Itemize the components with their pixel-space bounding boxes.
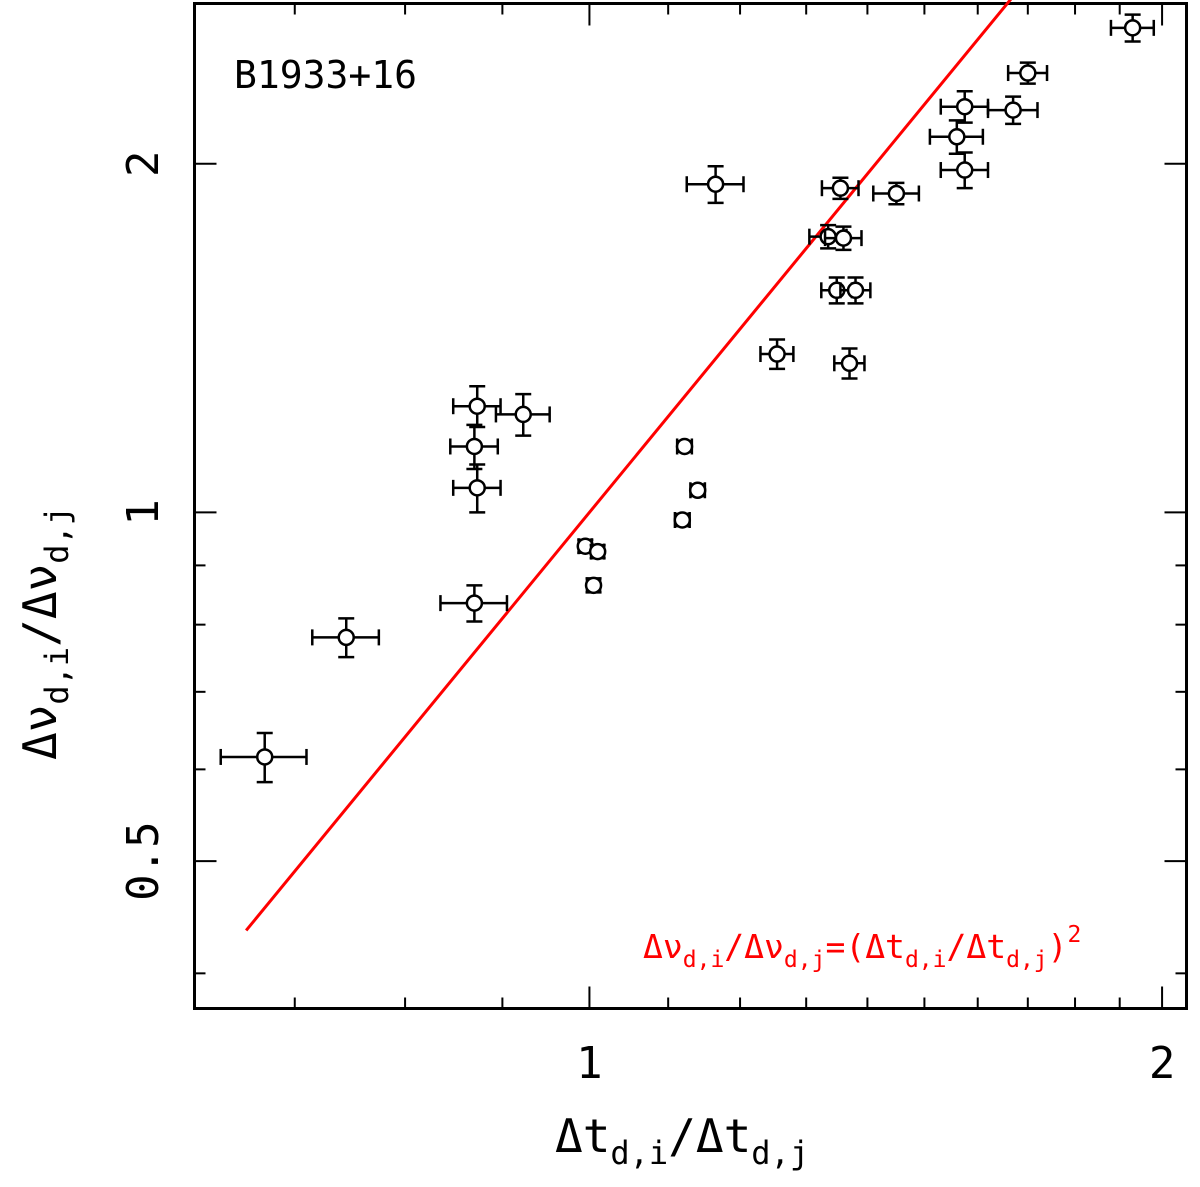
point-marker — [514, 405, 532, 424]
chart-title: B1933+16 — [234, 53, 417, 97]
data-point — [833, 347, 866, 380]
legend-part-6: /Δt — [946, 927, 1006, 966]
y-axis-label: Δνd,i/Δνd,j — [13, 506, 76, 760]
point-marker — [465, 594, 484, 612]
point-marker — [675, 437, 694, 456]
data-point — [584, 576, 603, 595]
data-point — [939, 151, 990, 190]
data-point — [673, 511, 692, 529]
y-tick-label: 2 — [118, 150, 169, 177]
legend-part-4: =(Δt — [825, 927, 904, 966]
legend-part-5: d,i — [905, 947, 947, 973]
data-point — [939, 89, 990, 124]
point-marker — [948, 128, 966, 146]
fit-legend: Δνd,i/Δνd,j=(Δtd,i/Δtd,j)2 — [643, 922, 1081, 973]
legend-part-8: ) — [1048, 927, 1068, 966]
y-axis-label-base: Δν — [13, 705, 67, 760]
axis-tick-labels: 1 2 0.5 1 2 — [118, 150, 1175, 1089]
point-marker — [834, 229, 853, 247]
point-marker — [255, 748, 274, 766]
x-axis-label: Δtd,i/Δtd,j — [555, 1109, 809, 1172]
data-point — [759, 338, 795, 371]
y-axis-label-sub2: d,j — [38, 506, 76, 564]
data-point — [494, 392, 551, 437]
y-axis-label-base2: Δν — [13, 564, 67, 619]
point-marker — [465, 437, 484, 456]
legend-part-0: Δν — [643, 927, 683, 966]
y-axis-label-sub1: d,i — [38, 647, 76, 705]
data-points — [219, 13, 1156, 784]
legend-part-2: /Δν — [724, 927, 784, 966]
axis-ticks — [194, 3, 1187, 1009]
data-point — [675, 437, 694, 456]
point-marker — [588, 542, 607, 561]
y-axis-label-slash: / — [13, 619, 67, 647]
data-point — [823, 225, 863, 252]
data-point — [439, 584, 509, 623]
data-point — [820, 176, 860, 201]
point-marker — [955, 97, 974, 116]
data-point — [685, 164, 745, 205]
point-marker — [1019, 64, 1037, 82]
x-axis-label-sub1: d,i — [610, 1134, 668, 1172]
point-marker — [468, 397, 486, 415]
data-point — [311, 617, 381, 659]
x-axis-label-base: Δt — [555, 1109, 610, 1163]
point-marker — [688, 481, 707, 500]
point-marker — [819, 227, 837, 246]
x-axis-label-slash: / — [668, 1109, 696, 1163]
point-marker — [831, 179, 850, 197]
x-tick-label: 2 — [1149, 1038, 1176, 1089]
point-marker — [846, 281, 865, 300]
point-marker — [768, 345, 786, 363]
data-point — [928, 119, 985, 155]
y-tick-label: 0.5 — [118, 821, 169, 900]
plot-frame — [193, 2, 1188, 1010]
x-axis-label-base2: Δt — [696, 1109, 751, 1163]
x-tick-label: 1 — [576, 1038, 603, 1089]
point-marker — [337, 628, 355, 647]
data-point — [688, 481, 707, 500]
fit-line — [244, 0, 1013, 932]
data-point — [451, 384, 502, 429]
legend-part-7: d,j — [1006, 947, 1048, 973]
data-point — [1006, 61, 1049, 85]
point-marker — [1123, 19, 1142, 37]
data-point — [451, 463, 502, 514]
point-marker — [673, 511, 692, 529]
data-point — [1109, 13, 1156, 43]
data-point — [449, 423, 500, 471]
data-point — [219, 731, 308, 784]
legend-part-9: 2 — [1068, 922, 1082, 948]
point-marker — [468, 479, 486, 497]
data-point — [588, 542, 607, 561]
data-point — [986, 95, 1039, 126]
point-marker — [840, 354, 859, 373]
point-marker — [955, 161, 974, 179]
data-point — [576, 537, 595, 555]
data-point — [872, 181, 921, 206]
legend-part-3: d,j — [784, 947, 826, 973]
x-axis-label-sub2: d,j — [751, 1134, 809, 1172]
point-marker — [584, 576, 603, 595]
point-marker — [706, 175, 725, 193]
point-marker — [887, 184, 906, 203]
fit-line-group — [244, 0, 1013, 932]
y-tick-label: 1 — [118, 499, 169, 526]
legend-part-1: d,i — [683, 947, 725, 973]
data-point — [839, 276, 872, 305]
point-marker — [1004, 101, 1022, 119]
